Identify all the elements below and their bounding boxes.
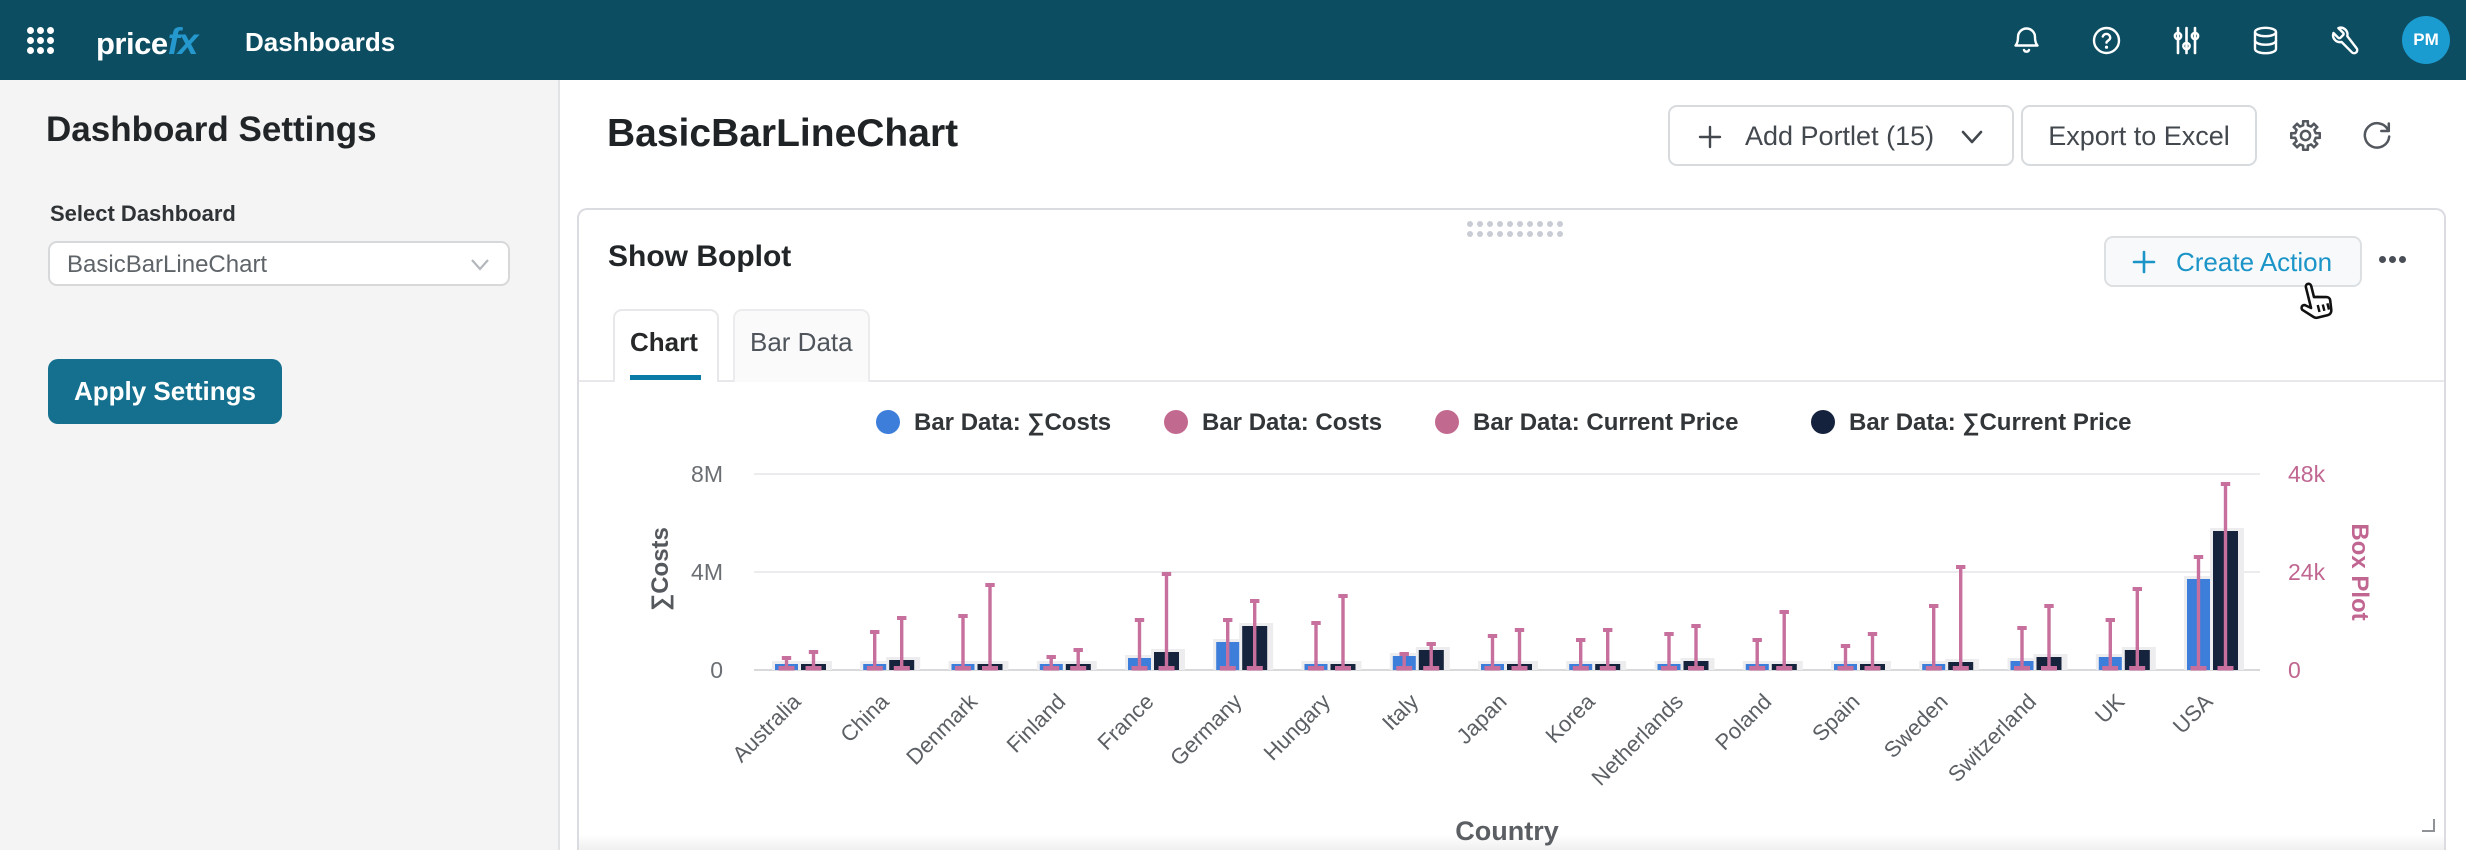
svg-text:Switzerland: Switzerland [1943, 689, 2041, 787]
svg-text:Germany: Germany [1165, 689, 1247, 771]
svg-text:Sweden: Sweden [1879, 689, 1953, 763]
svg-text:Finland: Finland [1002, 689, 1071, 758]
svg-text:Denmark: Denmark [901, 688, 982, 769]
svg-text:USA: USA [2168, 689, 2218, 739]
svg-text:48k: 48k [2288, 461, 2326, 487]
svg-text:Bar Data: ∑Current Price: Bar Data: ∑Current Price [1849, 409, 2132, 436]
svg-text:8M: 8M [691, 461, 723, 487]
svg-text:Bar Data: ∑Costs: Bar Data: ∑Costs [914, 409, 1111, 436]
svg-text:0: 0 [2288, 657, 2301, 683]
svg-text:Country: Country [1455, 816, 1559, 846]
svg-text:4M: 4M [691, 559, 723, 585]
svg-text:0: 0 [710, 657, 723, 683]
svg-text:∑Costs: ∑Costs [647, 527, 674, 611]
svg-text:Spain: Spain [1807, 689, 1864, 746]
svg-text:Box Plot: Box Plot [2346, 523, 2373, 620]
svg-text:Japan: Japan [1451, 689, 1511, 749]
svg-text:Bar Data: Costs: Bar Data: Costs [1202, 409, 1382, 436]
svg-text:24k: 24k [2288, 559, 2326, 585]
svg-text:China: China [835, 688, 894, 747]
svg-text:Korea: Korea [1541, 688, 1601, 748]
svg-text:Australia: Australia [727, 688, 806, 767]
svg-text:France: France [1092, 689, 1158, 755]
svg-text:Italy: Italy [1377, 689, 1423, 735]
svg-text:UK: UK [2090, 689, 2130, 729]
svg-text:Bar Data: Current Price: Bar Data: Current Price [1473, 409, 1738, 436]
svg-text:Netherlands: Netherlands [1586, 689, 1688, 791]
svg-text:Poland: Poland [1710, 689, 1776, 755]
svg-text:Hungary: Hungary [1259, 689, 1335, 765]
